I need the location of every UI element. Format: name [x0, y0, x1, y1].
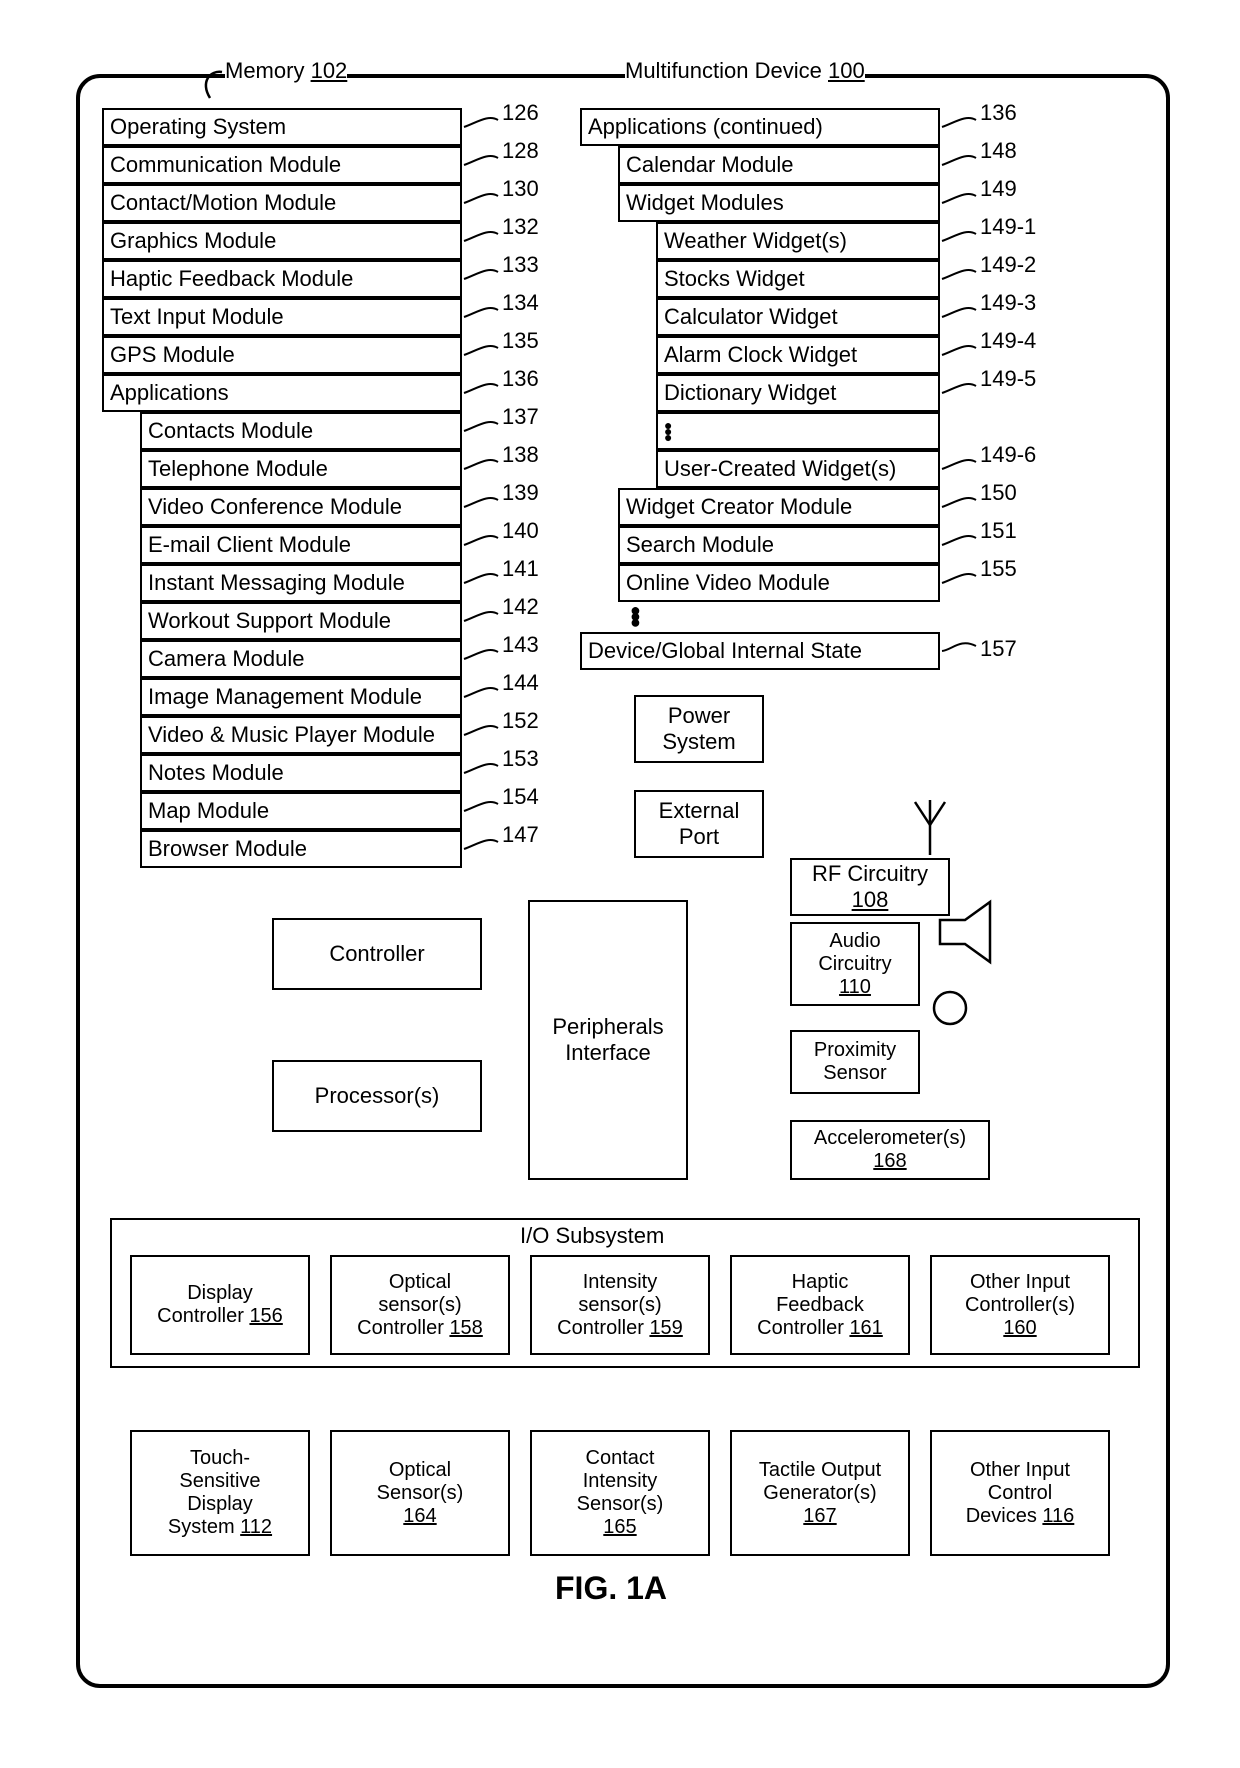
io-title: I/O Subsystem [520, 1223, 664, 1249]
ref-label: 148 [980, 138, 1017, 164]
ellipsis-icon: ●●● [630, 607, 641, 625]
memory-right-row: Applications (continued) [580, 108, 940, 146]
ref-label: 137 [502, 404, 539, 430]
ref-label: 154 [502, 784, 539, 810]
audio-box: AudioCircuitry110 [790, 922, 920, 1006]
memory-left-row: Telephone Module [140, 450, 462, 488]
ref-label: 144 [502, 670, 539, 696]
external-port-box: ExternalPort [634, 790, 764, 858]
memory-left-row: Haptic Feedback Module [102, 260, 462, 298]
ref-label: 152 [502, 708, 539, 734]
memory-left-row: Text Input Module [102, 298, 462, 336]
io-controller-box: DisplayController 156 [130, 1255, 310, 1355]
io-device-box: OpticalSensor(s)164 [330, 1430, 510, 1556]
ref-label: 136 [980, 100, 1017, 126]
ref-label: 134 [502, 290, 539, 316]
io-controller-box: HapticFeedbackController 161 [730, 1255, 910, 1355]
ref-label: 157 [980, 636, 1017, 662]
memory-right-row: Calendar Module [618, 146, 940, 184]
memory-left-row: Browser Module [140, 830, 462, 868]
ref-label: 128 [502, 138, 539, 164]
io-device-box: Other InputControlDevices 116 [930, 1430, 1110, 1556]
memory-title: Memory 102 [225, 58, 347, 84]
io-device-box: Tactile OutputGenerator(s)167 [730, 1430, 910, 1556]
ref-label: 132 [502, 214, 539, 240]
ref-label: 141 [502, 556, 539, 582]
ref-label: 142 [502, 594, 539, 620]
ref-label: 147 [502, 822, 539, 848]
diagram-stage: Memory 102 Multifunction Device 100 Oper… [0, 0, 1240, 1768]
ellipsis-icon: ●●● [664, 422, 672, 440]
io-device-box: ContactIntensitySensor(s)165 [530, 1430, 710, 1556]
ref-label: 135 [502, 328, 539, 354]
ref-label: 149-1 [980, 214, 1036, 240]
memory-left-row: Operating System [102, 108, 462, 146]
ref-label: 143 [502, 632, 539, 658]
io-controller-box: Opticalsensor(s)Controller 158 [330, 1255, 510, 1355]
ref-label: 126 [502, 100, 539, 126]
memory-right-row: Widget Modules [618, 184, 940, 222]
memory-right-row: Online Video Module [618, 564, 940, 602]
ref-label: 149 [980, 176, 1017, 202]
ref-label: 150 [980, 480, 1017, 506]
memory-right-row: Weather Widget(s) [656, 222, 940, 260]
memory-left-row: Workout Support Module [140, 602, 462, 640]
memory-left-row: Notes Module [140, 754, 462, 792]
ref-label: 149-5 [980, 366, 1036, 392]
ref-label: 139 [502, 480, 539, 506]
memory-left-row: Graphics Module [102, 222, 462, 260]
io-controller-box: Other InputController(s)160 [930, 1255, 1110, 1355]
memory-left-row: Video & Music Player Module [140, 716, 462, 754]
controller-box: Controller [272, 918, 482, 990]
memory-left-row: Communication Module [102, 146, 462, 184]
memory-right-row: Stocks Widget [656, 260, 940, 298]
ref-label: 138 [502, 442, 539, 468]
ref-label: 149-2 [980, 252, 1036, 278]
ref-label: 136 [502, 366, 539, 392]
ref-label: 130 [502, 176, 539, 202]
memory-left-row: Camera Module [140, 640, 462, 678]
ref-label: 155 [980, 556, 1017, 582]
memory-right-row: ●●● [656, 412, 940, 450]
periph-box: PeripheralsInterface [528, 900, 688, 1180]
memory-left-row: GPS Module [102, 336, 462, 374]
memory-left-row: Image Management Module [140, 678, 462, 716]
figure-caption: FIG. 1A [555, 1570, 667, 1607]
memory-left-row: Video Conference Module [140, 488, 462, 526]
device-title: Multifunction Device 100 [625, 58, 865, 84]
memory-left-row: E-mail Client Module [140, 526, 462, 564]
memory-right-row: User-Created Widget(s) [656, 450, 940, 488]
memory-right-row: Widget Creator Module [618, 488, 940, 526]
device-state-box: Device/Global Internal State [580, 632, 940, 670]
memory-left-row: Instant Messaging Module [140, 564, 462, 602]
ref-label: 153 [502, 746, 539, 772]
memory-right-row: Dictionary Widget [656, 374, 940, 412]
ref-label: 151 [980, 518, 1017, 544]
memory-left-row: Contact/Motion Module [102, 184, 462, 222]
memory-left-row: Contacts Module [140, 412, 462, 450]
rf-box: RF Circuitry108 [790, 858, 950, 916]
ref-label: 149-6 [980, 442, 1036, 468]
ref-label: 140 [502, 518, 539, 544]
ref-label: 149-3 [980, 290, 1036, 316]
ref-label: 133 [502, 252, 539, 278]
memory-left-row: Map Module [140, 792, 462, 830]
memory-right-row: Alarm Clock Widget [656, 336, 940, 374]
prox-box: ProximitySensor [790, 1030, 920, 1094]
memory-right-row: Calculator Widget [656, 298, 940, 336]
processor-box: Processor(s) [272, 1060, 482, 1132]
power-system-box: PowerSystem [634, 695, 764, 763]
memory-right-row: Search Module [618, 526, 940, 564]
io-controller-box: Intensitysensor(s)Controller 159 [530, 1255, 710, 1355]
accel-box: Accelerometer(s)168 [790, 1120, 990, 1180]
memory-left-row: Applications [102, 374, 462, 412]
io-device-box: Touch-SensitiveDisplaySystem 112 [130, 1430, 310, 1556]
ref-label: 149-4 [980, 328, 1036, 354]
